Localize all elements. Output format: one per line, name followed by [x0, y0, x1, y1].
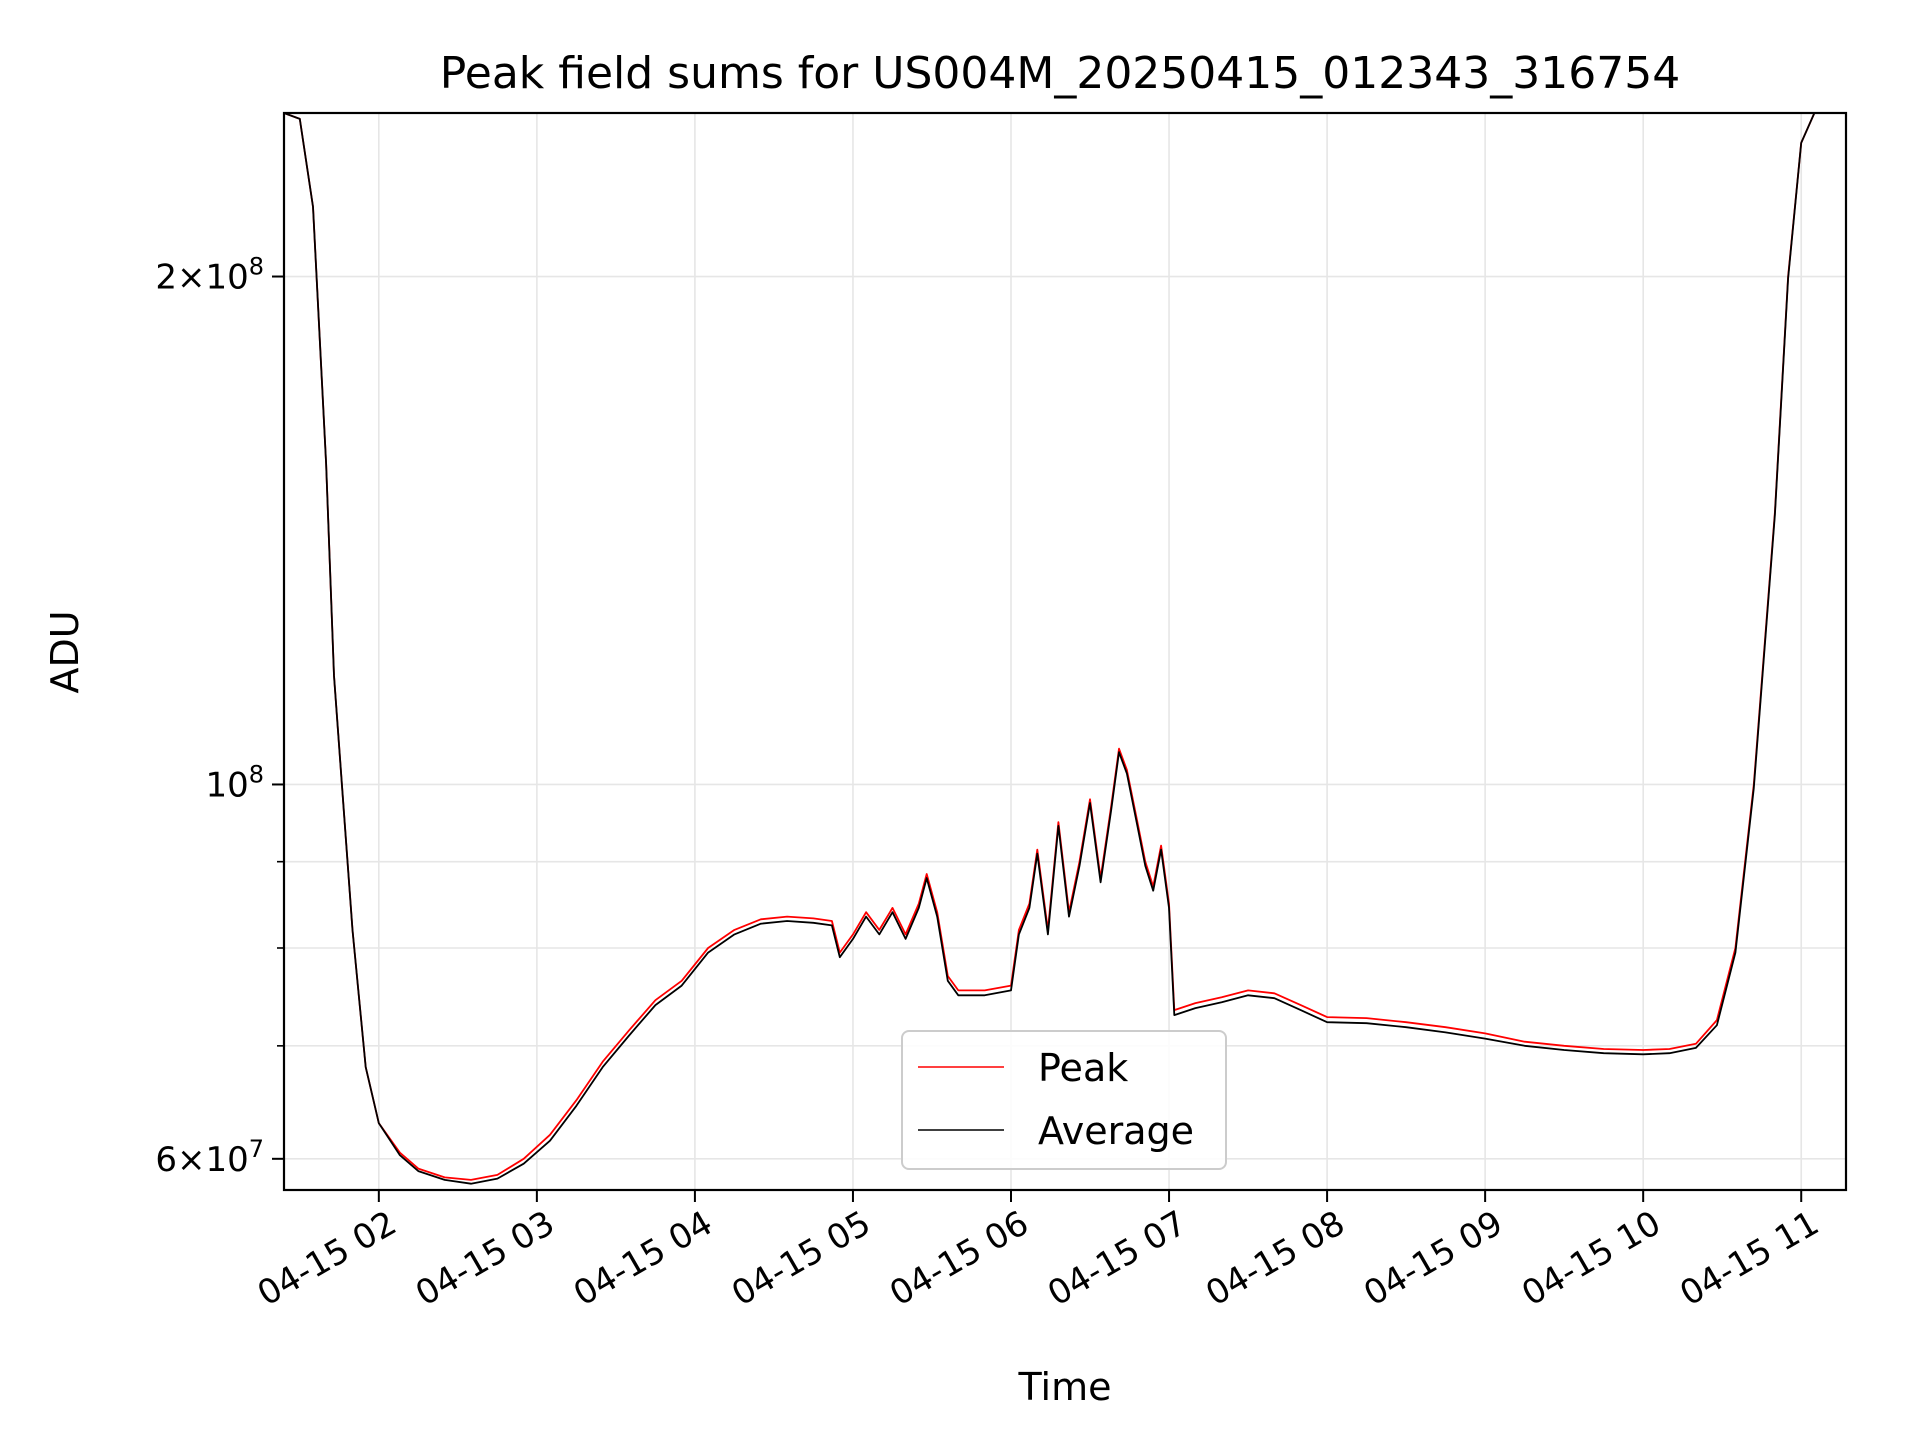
chart-title: Peak field sums for US004M_20250415_0123… — [440, 48, 1680, 99]
plot-frame — [282, 111, 1848, 1192]
series-line-peak — [284, 113, 1846, 1181]
y-tick-label: 2×108 — [155, 253, 264, 298]
x-axis-label: Time — [1018, 1365, 1112, 1409]
y-tick-label: 6×107 — [155, 1135, 264, 1180]
series-layer — [284, 113, 1846, 1185]
legend: Peak Average — [901, 1030, 1227, 1170]
series-line-average — [284, 113, 1846, 1185]
y-axis-label: ADU — [43, 610, 87, 693]
legend-label-average: Average — [1038, 1109, 1194, 1153]
legend-box — [901, 1030, 1227, 1170]
legend-label-peak: Peak — [1038, 1046, 1128, 1090]
